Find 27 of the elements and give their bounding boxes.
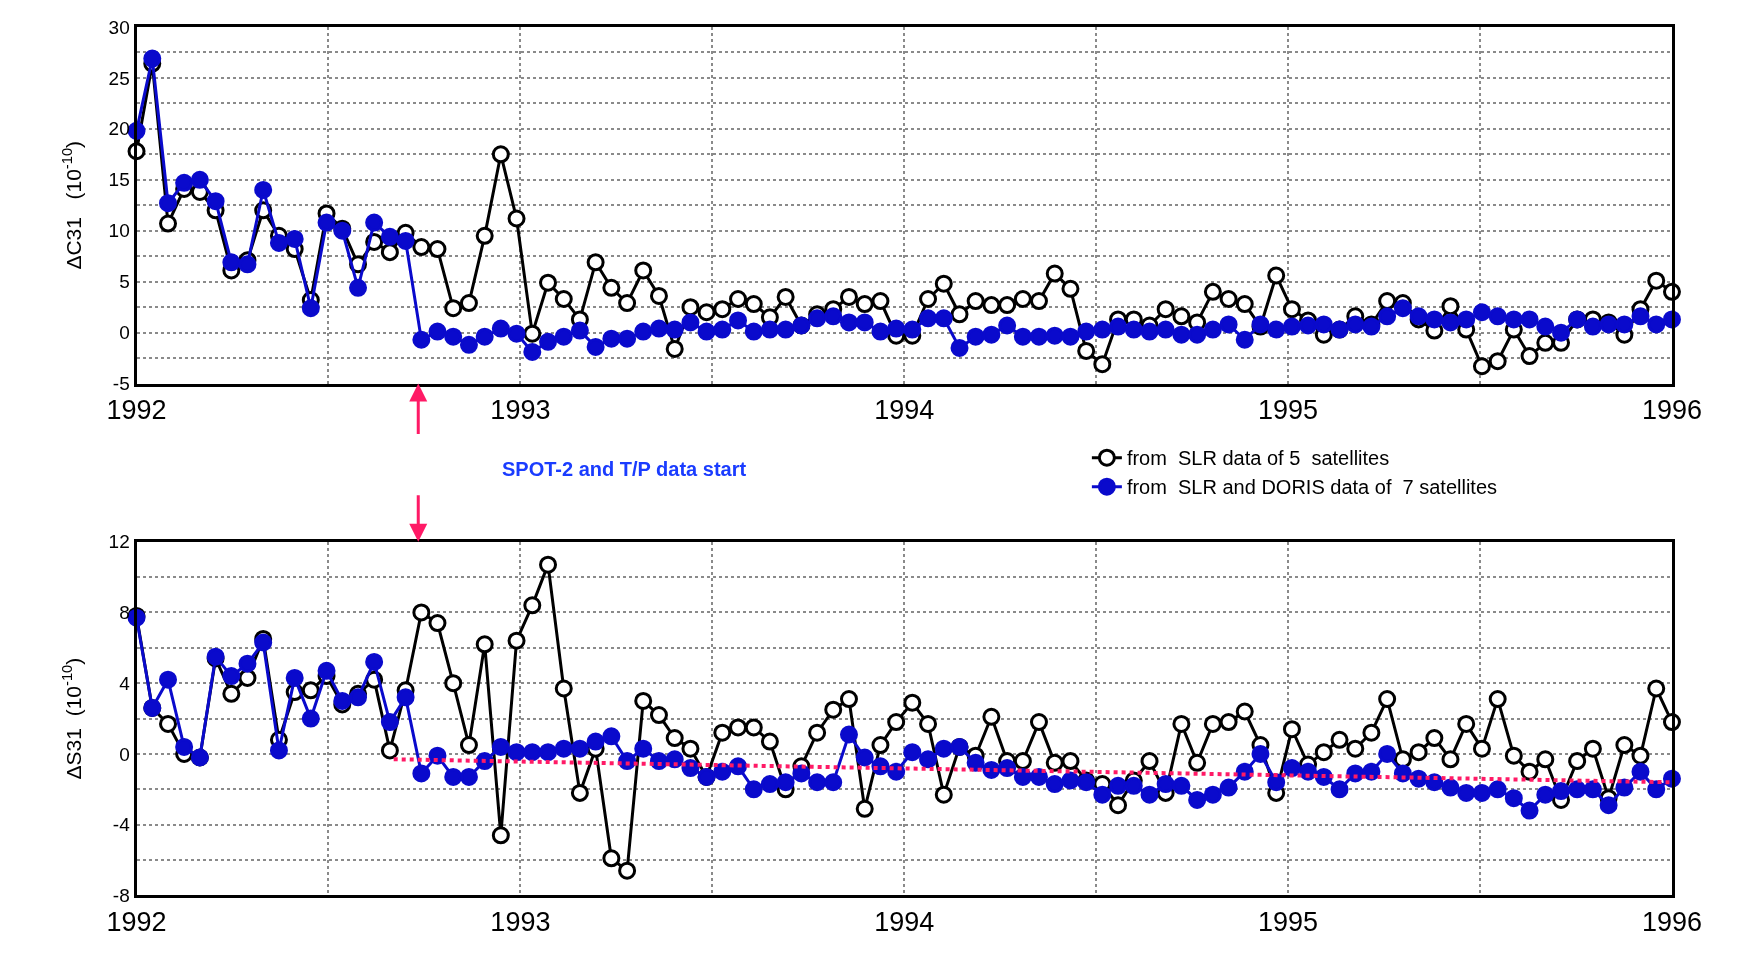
x-tick-label: 1992 [106, 906, 167, 937]
y-tick-label: 12 [108, 531, 130, 553]
y-tick-label: 10 [108, 220, 130, 242]
text: SPOT-2 and T/P data start [502, 458, 747, 480]
y-tick-label: 0 [119, 743, 130, 765]
x-tick-label: 1995 [1258, 394, 1319, 425]
y-tick-label: 4 [119, 672, 131, 694]
y-tick-label: 8 [119, 602, 130, 624]
y-tick-label: 25 [108, 67, 130, 89]
y-tick-label: -4 [112, 814, 131, 836]
y-tick-label: 5 [119, 271, 130, 293]
x-tick-label: 1993 [490, 394, 551, 425]
y-tick-label: -8 [112, 885, 130, 907]
y-tick-label: 30 [108, 16, 130, 38]
x-tick-label: 1994 [874, 906, 935, 937]
x-tick-label: 1995 [1258, 906, 1319, 937]
x-tick-label: 1996 [1641, 906, 1702, 937]
y-tick-label: -5 [112, 373, 130, 395]
legend-label: from SLR data of 5 satellites [1126, 447, 1390, 470]
y-tick-label: 0 [119, 322, 130, 344]
y-tick-label: 15 [108, 169, 130, 191]
x-tick-label: 1993 [490, 906, 551, 937]
x-tick-label: 1994 [874, 394, 935, 425]
y-tick-label: 20 [108, 118, 130, 140]
legend-label: from SLR and DORIS data of 7 satellites [1126, 476, 1498, 499]
x-tick-label: 1996 [1641, 394, 1702, 425]
x-tick-label: 1992 [106, 394, 167, 425]
